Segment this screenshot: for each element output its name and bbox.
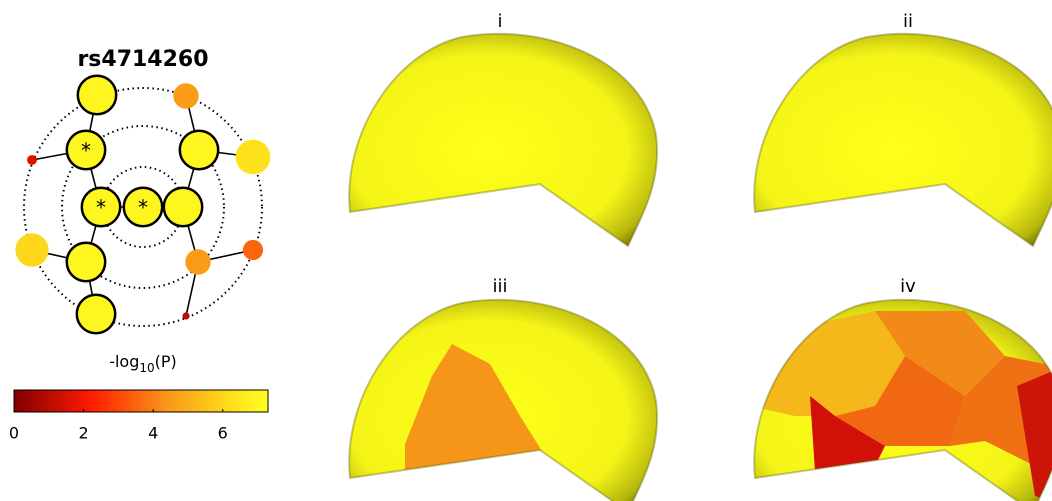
node	[27, 155, 37, 165]
colorbar-tick-label: 2	[78, 424, 88, 443]
node	[185, 249, 211, 275]
node	[162, 186, 204, 228]
title: rs4714260	[77, 47, 208, 72]
panel-label: iv	[900, 276, 916, 297]
node-marker: *	[138, 196, 148, 220]
node-marker: *	[96, 196, 106, 220]
node	[173, 83, 199, 109]
node	[75, 293, 117, 335]
colorbar-label: -log10(P)	[109, 352, 177, 375]
patches	[405, 344, 545, 476]
node	[122, 186, 164, 228]
brain-surface	[754, 33, 1052, 246]
node-marker: *	[81, 139, 91, 163]
brain-shade	[753, 32, 1052, 248]
patch	[875, 311, 1005, 396]
colorbar-tick-label: 4	[148, 424, 158, 443]
node	[182, 312, 190, 320]
patch	[835, 356, 965, 446]
colorbar-tick-label: 0	[9, 424, 19, 443]
brain-shade	[348, 32, 659, 248]
node-group: * * *	[15, 74, 271, 335]
colorbar	[13, 389, 269, 413]
brain-surface	[349, 33, 658, 246]
node	[80, 186, 122, 228]
panel-label: ii	[903, 11, 913, 32]
patch	[810, 396, 885, 471]
patch	[1017, 366, 1052, 501]
node	[235, 139, 271, 175]
brain-view	[753, 32, 1052, 248]
colorbar-ticks: 0 2 4 6	[9, 409, 228, 443]
brain-view	[348, 32, 659, 248]
patch	[405, 344, 545, 476]
brain-shade	[348, 298, 659, 501]
brain-view	[348, 298, 659, 501]
node	[65, 129, 107, 171]
patch	[754, 311, 905, 416]
brain-view	[753, 298, 1052, 501]
colorbar-tick-label: 6	[218, 424, 228, 443]
panel-label: i	[497, 11, 502, 32]
patches	[754, 311, 1052, 501]
node	[65, 241, 107, 283]
node	[15, 233, 49, 267]
node	[242, 239, 264, 261]
brain-shade	[753, 298, 1052, 501]
node	[178, 129, 220, 171]
node	[76, 74, 118, 116]
panel-label: iii	[492, 276, 507, 297]
